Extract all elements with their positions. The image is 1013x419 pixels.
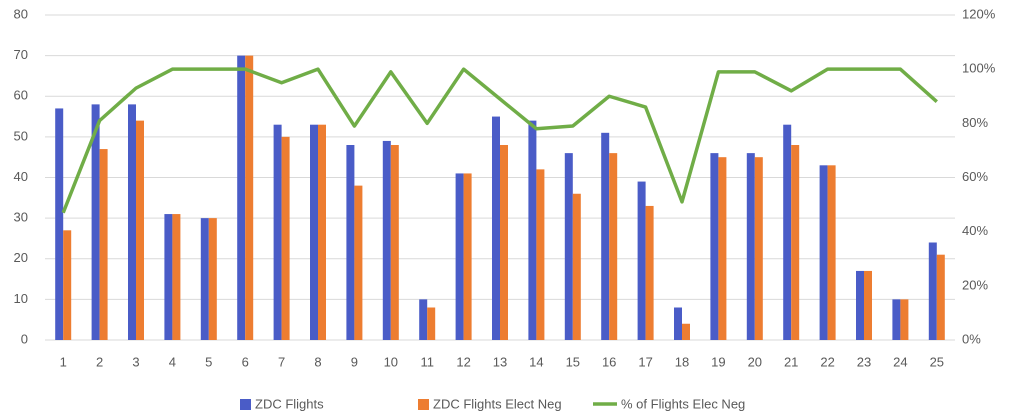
bar	[892, 299, 901, 340]
bar	[128, 104, 136, 340]
x-tick-label: 2	[96, 354, 103, 369]
x-tick-label: 1	[60, 354, 67, 369]
bar	[455, 173, 464, 340]
bar	[710, 153, 719, 340]
bar	[419, 299, 428, 340]
bar	[528, 120, 537, 340]
bar	[674, 307, 682, 340]
bar	[601, 132, 610, 340]
bar	[492, 116, 500, 340]
bar	[172, 214, 181, 340]
legend-swatch	[418, 399, 429, 410]
y-tick-label: 70	[14, 47, 28, 62]
y-tick-label: 60	[14, 88, 28, 103]
bar	[645, 205, 654, 340]
legend-swatch	[240, 399, 251, 410]
bar	[164, 214, 173, 340]
bar	[463, 173, 472, 340]
bar	[928, 242, 937, 340]
bar	[564, 153, 573, 340]
bar	[63, 230, 72, 340]
bar	[936, 254, 945, 340]
x-tick-label: 8	[314, 354, 321, 369]
y2-tick-label: 120%	[962, 6, 996, 21]
x-tick-label: 15	[566, 354, 580, 369]
x-tick-label: 19	[711, 354, 725, 369]
y-tick-label: 40	[14, 169, 28, 184]
x-tick-label: 17	[638, 354, 652, 369]
x-tick-label: 16	[602, 354, 616, 369]
x-tick-label: 6	[242, 354, 249, 369]
bar	[864, 270, 872, 340]
bar	[273, 124, 282, 340]
y-tick-label: 80	[14, 6, 28, 21]
legend-label: % of Flights Elec Neg	[621, 396, 745, 411]
bar	[536, 169, 545, 340]
x-tick-label: 14	[529, 354, 543, 369]
x-tick-label: 12	[456, 354, 470, 369]
x-tick-label: 18	[675, 354, 689, 369]
x-tick-label: 9	[351, 354, 358, 369]
bar	[237, 55, 246, 340]
bar	[819, 165, 828, 340]
line	[61, 67, 938, 214]
y2-tick-label: 80%	[962, 115, 988, 130]
x-tick-label: 5	[205, 354, 212, 369]
bar	[136, 120, 144, 340]
bar	[500, 145, 508, 340]
x-tick-label: 11	[420, 354, 434, 369]
y2-tick-label: 20%	[962, 277, 988, 292]
x-tick-label: 24	[893, 354, 907, 369]
bar	[746, 153, 755, 340]
bar	[245, 55, 254, 340]
bar	[208, 218, 217, 340]
bar	[281, 136, 290, 340]
bar	[637, 181, 646, 340]
bar	[427, 307, 436, 340]
x-tick-label: 21	[784, 354, 798, 369]
bar	[346, 145, 355, 340]
y2-tick-label: 0%	[962, 331, 981, 346]
y-tick-label: 30	[14, 210, 28, 225]
x-tick-label: 13	[493, 354, 507, 369]
bar	[99, 149, 108, 340]
y-tick-label: 10	[14, 291, 28, 306]
bar	[390, 145, 399, 340]
bar	[783, 124, 792, 340]
bar	[354, 185, 363, 340]
bar	[91, 104, 100, 340]
bar	[754, 157, 763, 340]
bar	[682, 323, 690, 340]
bar	[856, 270, 864, 340]
y-tick-label: 20	[14, 250, 28, 265]
y-tick-label: 50	[14, 128, 28, 143]
y2-tick-label: 40%	[962, 223, 988, 238]
bar	[382, 140, 391, 340]
bar	[827, 165, 836, 340]
bar	[609, 153, 618, 340]
bar	[791, 145, 800, 340]
x-tick-label: 3	[132, 354, 139, 369]
bar	[318, 124, 326, 340]
bar	[310, 124, 318, 340]
x-tick-label: 25	[930, 354, 944, 369]
legend-label: ZDC Flights	[255, 396, 324, 411]
y2-tick-label: 60%	[962, 169, 988, 184]
x-tick-label: 22	[820, 354, 834, 369]
legend-label: ZDC Flights Elect Neg	[433, 396, 562, 411]
bar	[900, 299, 909, 340]
bar	[572, 193, 581, 340]
x-tick-label: 4	[169, 354, 176, 369]
x-tick-label: 20	[748, 354, 762, 369]
bar	[55, 108, 64, 340]
y-tick-label: 0	[21, 331, 28, 346]
y2-tick-label: 100%	[962, 61, 996, 76]
x-tick-label: 7	[278, 354, 285, 369]
x-tick-label: 10	[384, 354, 398, 369]
x-tick-label: 23	[857, 354, 871, 369]
bar	[718, 157, 727, 340]
bar	[200, 218, 209, 340]
